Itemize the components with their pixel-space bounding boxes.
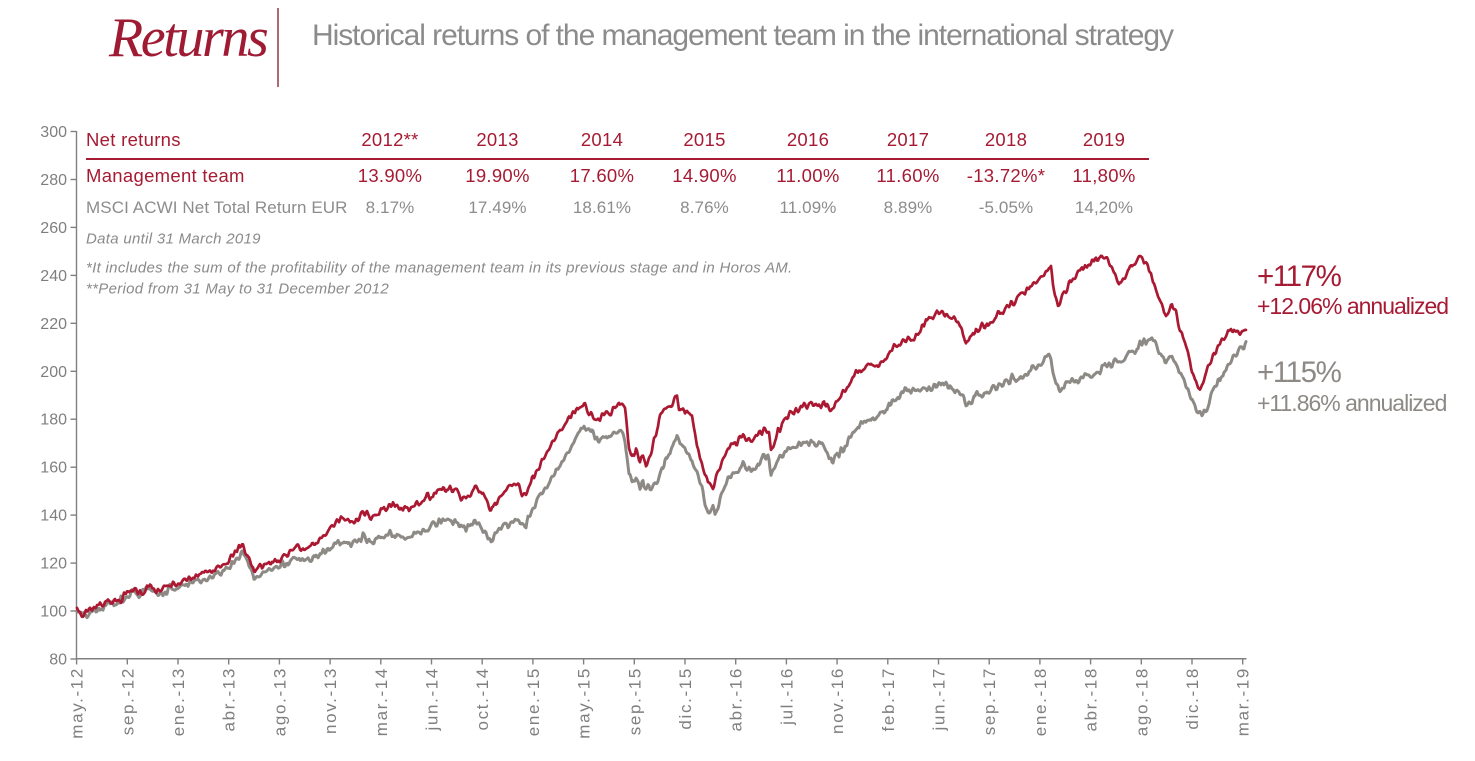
svg-text:ene.-15: ene.-15 xyxy=(524,667,543,736)
svg-text:jun.-17: jun.-17 xyxy=(930,667,949,732)
svg-text:100: 100 xyxy=(40,604,67,621)
svg-text:abr.-13: abr.-13 xyxy=(220,667,239,731)
svg-text:jun.-14: jun.-14 xyxy=(423,667,442,732)
svg-text:nov.-16: nov.-16 xyxy=(828,667,847,734)
svg-text:120: 120 xyxy=(40,556,67,573)
svg-text:mar.-19: mar.-19 xyxy=(1234,667,1253,736)
svg-text:ene.-13: ene.-13 xyxy=(169,667,188,736)
svg-text:may.-15: may.-15 xyxy=(575,667,594,739)
svg-text:260: 260 xyxy=(40,220,67,237)
svg-text:300: 300 xyxy=(40,124,67,141)
svg-text:80: 80 xyxy=(49,652,67,669)
svg-text:abr.-18: abr.-18 xyxy=(1082,667,1101,731)
svg-text:jul.-16: jul.-16 xyxy=(777,667,796,726)
svg-text:ago.-13: ago.-13 xyxy=(270,667,289,736)
svg-text:160: 160 xyxy=(40,460,67,477)
svg-text:mar.-14: mar.-14 xyxy=(372,667,391,736)
svg-text:may.-12: may.-12 xyxy=(68,667,87,739)
svg-text:nov.-13: nov.-13 xyxy=(321,667,340,734)
svg-text:oct.-14: oct.-14 xyxy=(473,667,492,731)
svg-text:ago.-18: ago.-18 xyxy=(1132,667,1151,736)
svg-text:sep.-12: sep.-12 xyxy=(118,667,137,735)
svg-text:ene.-18: ene.-18 xyxy=(1031,667,1050,736)
svg-text:sep.-17: sep.-17 xyxy=(980,667,999,735)
svg-text:abr.-16: abr.-16 xyxy=(727,667,746,731)
svg-text:220: 220 xyxy=(40,316,67,333)
svg-text:180: 180 xyxy=(40,412,67,429)
svg-text:240: 240 xyxy=(40,268,67,285)
svg-text:feb.-17: feb.-17 xyxy=(879,667,898,731)
svg-text:dic.-18: dic.-18 xyxy=(1183,667,1202,730)
svg-text:280: 280 xyxy=(40,172,67,189)
svg-text:200: 200 xyxy=(40,364,67,381)
svg-text:sep.-15: sep.-15 xyxy=(625,667,644,735)
svg-text:140: 140 xyxy=(40,508,67,525)
svg-text:dic.-15: dic.-15 xyxy=(676,667,695,730)
